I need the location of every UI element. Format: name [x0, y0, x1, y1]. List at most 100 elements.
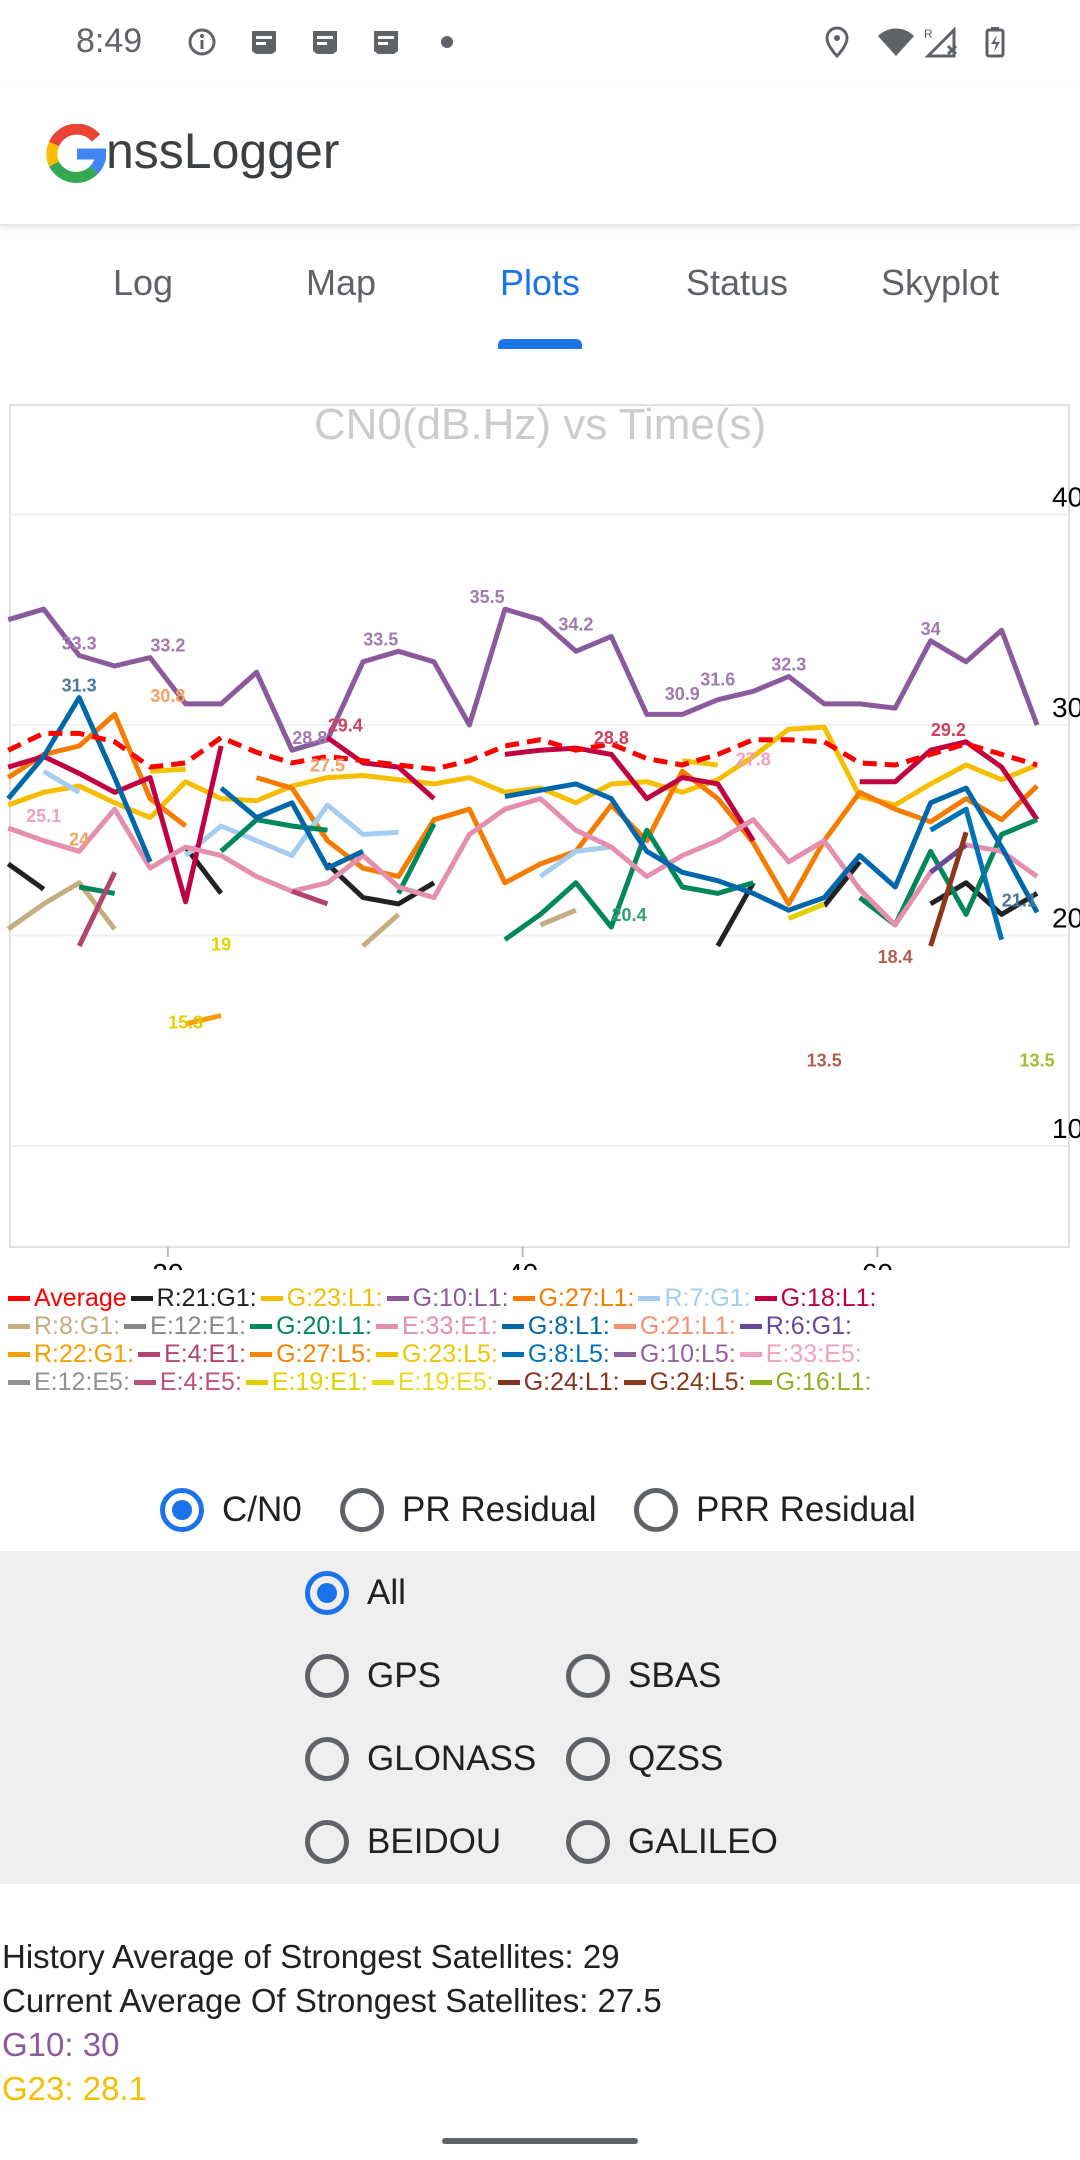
- radio-qzss[interactable]: QZSS: [566, 1737, 723, 1781]
- legend-label: R:22:G1:: [34, 1340, 135, 1368]
- data-label: 21.1: [1002, 890, 1037, 910]
- series-line: [396, 822, 437, 895]
- radio-button[interactable]: [305, 1654, 349, 1698]
- legend-swatch: [613, 1323, 636, 1329]
- data-label: 30.8: [150, 686, 185, 706]
- legend-item: G:8:L1:: [501, 1312, 610, 1340]
- app-bar: nssLogger: [0, 84, 1080, 226]
- legend-label: G:21:L1:: [639, 1312, 736, 1340]
- battery-charging-icon: [985, 27, 1005, 58]
- series-line: [78, 884, 116, 896]
- y-tick-label: 40: [1052, 481, 1080, 512]
- legend-item: R:6:G1:: [739, 1312, 852, 1340]
- legend-swatch: [739, 1323, 762, 1329]
- tab-map[interactable]: Map: [305, 262, 377, 303]
- radio-button-checked[interactable]: [305, 1571, 349, 1615]
- notification-icon: [374, 31, 398, 54]
- radio-button-checked[interactable]: [160, 1488, 204, 1532]
- series-line: [7, 724, 1039, 821]
- radio-prr-residual[interactable]: PRR Residual: [634, 1488, 916, 1532]
- legend-label: R:6:G1:: [765, 1312, 852, 1340]
- series-line: [7, 796, 1039, 928]
- data-label: 27.5: [310, 756, 345, 776]
- legend-label: R:7:G1:: [664, 1284, 751, 1312]
- legend-item: E:12:E5:: [8, 1368, 130, 1396]
- legend-label: E:33:E5:: [765, 1340, 862, 1368]
- data-label: 29.4: [328, 716, 363, 736]
- legend-item: E:4:E1:: [138, 1340, 246, 1368]
- legend-label: G:8:L1:: [527, 1312, 610, 1340]
- radio-label: All: [367, 1573, 406, 1612]
- home-indicator[interactable]: [442, 2138, 638, 2144]
- legend-swatch: [501, 1323, 524, 1329]
- legend-label: G:10:L5:: [639, 1340, 736, 1368]
- tab-log[interactable]: Log: [112, 262, 174, 303]
- legend-swatch: [613, 1351, 636, 1357]
- tab-plots[interactable]: Plots: [499, 262, 581, 303]
- legend-swatch: [497, 1379, 520, 1385]
- legend-swatch: [8, 1351, 30, 1357]
- legend-swatch: [749, 1379, 772, 1385]
- legend-item: G:20:L1:: [250, 1312, 372, 1340]
- cn0-chart[interactable]: 33.3 33.2 31.3 30.8 33.5 35.5 34.2 31.630.9 32.3…: [0, 0, 1080, 1270]
- legend-item: E:33:E1:: [375, 1312, 498, 1340]
- radio-cn0[interactable]: C/N0: [160, 1488, 302, 1532]
- series-line: [504, 781, 1040, 914]
- legend-item: G:24:L5:: [623, 1368, 746, 1396]
- legend-label: E:12:E5:: [34, 1368, 130, 1396]
- legend-row: E:12:E5: E:4:E5: E:19:E1: E:19:E5: G:24:L1: G…: [8, 1368, 1080, 1396]
- legend-row: Average R:21:G1: G:23:L1: G:10:L1: G:27:L1: R…: [8, 1284, 1080, 1312]
- radio-button[interactable]: [340, 1488, 384, 1532]
- radio-gps[interactable]: GPS: [305, 1654, 441, 1698]
- radio-pr-residual[interactable]: PR Residual: [340, 1488, 597, 1532]
- legend-item: G:16:L1:: [749, 1368, 871, 1396]
- series-line: [787, 901, 826, 921]
- series-line: [291, 888, 329, 907]
- legend-swatch: [250, 1351, 273, 1357]
- legend-swatch: [138, 1351, 161, 1357]
- series-line: [538, 844, 612, 879]
- radio-button[interactable]: [566, 1737, 610, 1781]
- data-label: 33.2: [150, 636, 185, 656]
- legend-swatch: [754, 1295, 777, 1301]
- tab-skyplot[interactable]: Skyplot: [880, 262, 1000, 303]
- radio-label: SBAS: [628, 1656, 722, 1695]
- location-icon: [825, 26, 849, 58]
- legend-swatch: [133, 1379, 156, 1385]
- legend-swatch: [250, 1323, 273, 1329]
- constellation-filter: All GPS SBAS GLONASS QZSS BEIDOU GALILEO: [0, 1551, 1080, 1884]
- notification-icon: [313, 31, 337, 54]
- x-tick-label: 60: [862, 1258, 893, 1270]
- series-line: [184, 802, 399, 858]
- legend-item: G:27:L1:: [512, 1284, 634, 1312]
- data-label: 32.3: [771, 655, 806, 675]
- radio-beidou[interactable]: BEIDOU: [305, 1820, 501, 1864]
- radio-all[interactable]: All: [305, 1571, 406, 1615]
- legend-swatch: [371, 1379, 394, 1385]
- series-line: [7, 606, 1040, 753]
- legend-label: E:4:E1:: [164, 1340, 247, 1368]
- radio-button[interactable]: [305, 1820, 349, 1864]
- radio-label: C/N0: [222, 1490, 302, 1529]
- legend-label: E:19:E5:: [397, 1368, 494, 1396]
- radio-button[interactable]: [305, 1737, 349, 1781]
- legend-label: R:8:G1:: [34, 1312, 121, 1340]
- radio-sbas[interactable]: SBAS: [566, 1654, 721, 1698]
- legend-item: R:21:G1:: [130, 1284, 257, 1312]
- legend-item: G:23:L1:: [260, 1284, 383, 1312]
- radio-button[interactable]: [566, 1654, 610, 1698]
- tab-status[interactable]: Status: [685, 262, 789, 303]
- radio-galileo[interactable]: GALILEO: [566, 1820, 778, 1864]
- chart-title: CN0(dB.Hz) vs Time(s): [313, 400, 767, 449]
- legend-swatch: [501, 1351, 524, 1357]
- svg-text:R: R: [924, 27, 933, 41]
- radio-button[interactable]: [634, 1488, 678, 1532]
- legend-swatch: [739, 1351, 762, 1357]
- chart-legend: Average R:21:G1: G:23:L1: G:10:L1: G:27:L1: R…: [8, 1284, 1080, 1396]
- radio-button[interactable]: [566, 1820, 610, 1864]
- legend-swatch: [375, 1323, 398, 1329]
- top-satellite-1: G10: 30: [2, 2026, 120, 2063]
- x-tick-label: 20: [152, 1258, 183, 1270]
- radio-glonass[interactable]: GLONASS: [305, 1737, 536, 1781]
- legend-item: G:10:L5:: [613, 1340, 736, 1368]
